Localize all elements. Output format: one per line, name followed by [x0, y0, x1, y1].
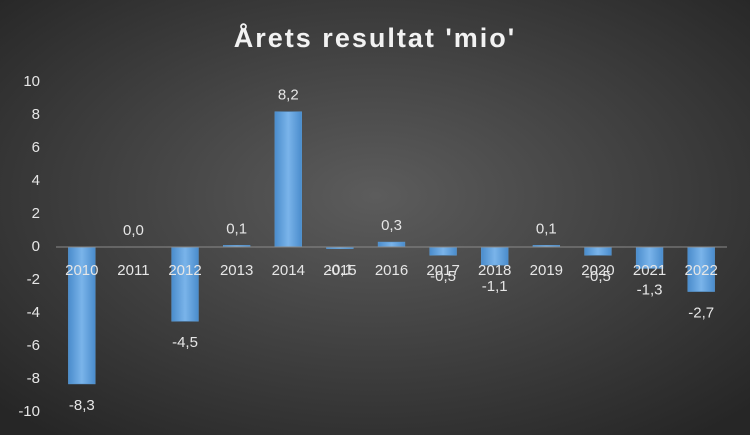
x-tick-label: 2013	[220, 262, 253, 279]
value-label: 0,1	[226, 220, 247, 237]
y-tick-label: -8	[27, 370, 40, 387]
y-tick-label: -4	[27, 304, 40, 321]
value-label: 0,3	[381, 217, 402, 234]
y-tick-label: -6	[27, 337, 40, 354]
bar	[687, 246, 715, 292]
value-label: -4,5	[172, 334, 198, 351]
x-tick-label: 2018	[478, 262, 511, 279]
x-tick-label: 2020	[581, 262, 614, 279]
x-tick-label: 2021	[633, 262, 666, 279]
y-tick-label: 6	[32, 139, 40, 156]
value-label: 8,2	[278, 87, 299, 104]
value-label: -1,3	[637, 281, 663, 298]
bar	[171, 246, 199, 322]
bar	[429, 246, 457, 256]
chart-title: Årets resultat 'mio'	[234, 22, 516, 53]
value-label: 0,0	[123, 222, 144, 239]
x-tick-label: 2022	[685, 262, 718, 279]
x-tick-label: 2019	[530, 262, 563, 279]
bar	[68, 246, 96, 385]
x-tick-label: 2014	[272, 262, 305, 279]
bar	[274, 111, 302, 248]
y-tick-label: 4	[32, 172, 40, 189]
x-tick-label: 2017	[426, 262, 459, 279]
x-tick-label: 2016	[375, 262, 408, 279]
bar	[584, 246, 612, 256]
value-label: 0,1	[536, 220, 557, 237]
y-tick-label: 8	[32, 106, 40, 123]
y-tick-label: 10	[23, 73, 40, 90]
x-tick-label: 2011	[117, 262, 149, 279]
y-tick-label: -10	[18, 403, 40, 420]
x-tick-label: 2010	[65, 262, 98, 279]
value-label: -0,5	[430, 268, 456, 285]
value-label: -2,7	[688, 305, 714, 322]
value-label: -0,5	[585, 268, 611, 285]
y-tick-label: -2	[27, 271, 40, 288]
y-tick-label: 0	[32, 238, 40, 255]
value-label: -1,1	[482, 278, 508, 295]
x-tick-label: 2012	[168, 262, 201, 279]
bar	[377, 241, 406, 248]
value-label: -0,1	[327, 262, 353, 279]
x-tick-label: 2015	[323, 262, 356, 279]
value-label: -8,3	[69, 397, 95, 414]
y-tick-label: 2	[32, 205, 40, 222]
